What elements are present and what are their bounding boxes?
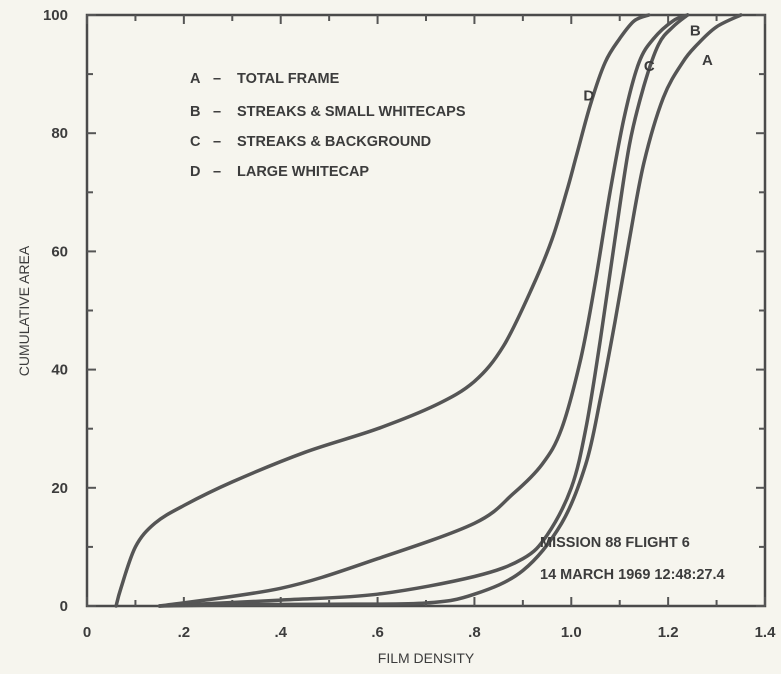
legend-label: STREAKS & BACKGROUND (237, 134, 431, 150)
series-line-a (157, 13, 743, 608)
tick-labels-layer: 0 .2 .4 .6 .8 1.0 1.2 1.4 0 20 40 60 80 100 (43, 7, 776, 641)
curve-label-a: A (702, 52, 713, 69)
legend-dash: – (213, 134, 221, 150)
legend-key: B (190, 104, 200, 120)
y-tick-label: 60 (51, 243, 68, 260)
x-tick-label: .6 (371, 624, 384, 641)
legend-dash: – (213, 71, 221, 87)
x-tick-label: .8 (468, 624, 481, 641)
x-tick-label: 1.2 (658, 624, 679, 641)
curve-label-d: D (583, 88, 594, 105)
legend-label: LARGE WHITECAP (237, 164, 369, 180)
y-tick-label: 80 (51, 125, 68, 142)
legend-dash: – (213, 164, 221, 180)
legend-key: C (190, 134, 201, 150)
legend-item: A – TOTAL FRAME (190, 71, 340, 87)
y-tick-label: 40 (51, 362, 68, 379)
legend-label: TOTAL FRAME (237, 71, 340, 87)
curve-labels-layer: AB C D (583, 23, 713, 105)
x-tick-label: .2 (178, 624, 191, 641)
legend-dash: – (213, 104, 221, 120)
legend-key: D (190, 164, 200, 180)
series-layer (114, 13, 743, 608)
legend: A – TOTAL FRAME B – STREAKS & SMALL WHIT… (190, 71, 466, 180)
annotation-line: MISSION 88 FLIGHT 6 (540, 535, 690, 551)
annotation-line: 14 MARCH 1969 12:48:27.4 (540, 567, 725, 583)
legend-key: A (190, 71, 201, 87)
y-tick-label: 20 (51, 480, 68, 497)
x-tick-label: .4 (274, 624, 287, 641)
series-line-c (157, 13, 690, 608)
x-tick-label: 1.0 (561, 624, 582, 641)
legend-label: STREAKS & SMALL WHITECAPS (237, 104, 466, 120)
mission-annotation: MISSION 88 FLIGHT 6 14 MARCH 1969 12:48:… (540, 535, 725, 583)
legend-item: C – STREAKS & BACKGROUND (190, 134, 431, 150)
legend-item: B – STREAKS & SMALL WHITECAPS (190, 104, 466, 120)
x-tick-label: 0 (83, 624, 91, 641)
y-tick-label: 0 (60, 598, 68, 615)
y-axis-title: CUMULATIVE AREA (16, 245, 32, 376)
curve-label-c: C (644, 58, 655, 75)
y-tick-label: 100 (43, 7, 68, 24)
legend-item: D – LARGE WHITECAP (190, 164, 369, 180)
series-line-d (114, 13, 651, 608)
x-axis-title: FILM DENSITY (378, 650, 475, 666)
curve-label-b: B (690, 23, 701, 40)
x-tick-label: 1.4 (755, 624, 777, 641)
series-line-b (157, 13, 690, 608)
